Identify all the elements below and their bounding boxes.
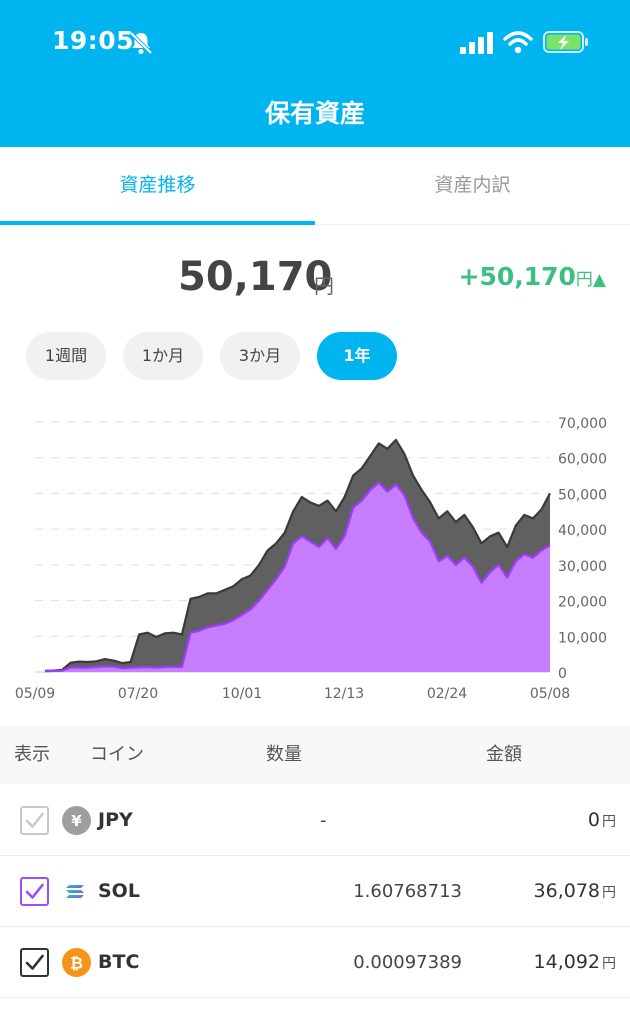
range-3-month-button[interactable]: 3か月 <box>220 332 300 380</box>
status-time: 19:05 <box>52 26 135 55</box>
btc-coin-icon: ₿ <box>62 948 91 977</box>
coin-amount-value: 36,078 <box>533 880 600 902</box>
range-1-month-button[interactable]: 1か月 <box>123 332 203 380</box>
y-tick-label: 50,000 <box>558 487 607 503</box>
total-asset-value: 50,170 <box>178 254 333 300</box>
coin-name: BTC <box>98 951 140 973</box>
svg-text:¥: ¥ <box>71 812 82 830</box>
checkmark-icon <box>25 954 44 970</box>
y-tick-label: 70,000 <box>558 416 607 432</box>
column-amount: 金額 <box>486 744 522 765</box>
column-coin: コイン <box>90 744 144 765</box>
holding-row-btc: ₿ BTC 0.00097389 14,092 円 <box>0 927 630 998</box>
tab-bar: 資産推移 資産内訳 <box>0 147 630 225</box>
x-tick-label: 10/01 <box>222 686 262 702</box>
y-tick-label: 40,000 <box>558 523 607 539</box>
coin-amount-unit: 円 <box>602 885 616 901</box>
bell-muted-icon <box>129 31 153 55</box>
active-tab-indicator <box>0 221 315 225</box>
asset-history-chart: 70,000 60,000 50,000 40,000 30,000 20,000 10,0… <box>15 416 607 702</box>
yen-coin-icon: ¥ <box>62 806 91 835</box>
coin-quantity: - <box>320 810 327 831</box>
coin-name: JPY <box>98 809 133 831</box>
coin-quantity: 1.60768713 <box>353 881 462 902</box>
y-tick-label: 20,000 <box>558 595 607 611</box>
asset-change-value: +50,170 <box>458 262 576 291</box>
svg-text:₿: ₿ <box>70 954 83 973</box>
coin-amount-unit: 円 <box>602 956 616 972</box>
y-tick-label: 0 <box>558 666 567 682</box>
battery-charging-icon <box>543 31 588 53</box>
up-arrow-icon: ▲ <box>592 270 606 290</box>
x-tick-label: 05/09 <box>15 686 55 702</box>
series-line-1 <box>44 481 551 673</box>
x-tick-label: 02/24 <box>427 686 467 702</box>
y-tick-label: 10,000 <box>558 630 607 646</box>
asset-change: +50,170円▲ <box>459 262 607 291</box>
sol-coin-icon <box>62 877 91 906</box>
range-1-week-button[interactable]: 1週間 <box>26 332 106 380</box>
sol-visibility-checkbox[interactable] <box>20 877 49 906</box>
range-1-year-button[interactable]: 1年 <box>317 332 397 380</box>
coin-amount: 36,078 円 <box>534 856 616 929</box>
tab-asset-history[interactable]: 資産推移 <box>119 174 196 196</box>
app-header: 19:05 保有資産 <box>0 0 630 147</box>
checkmark-icon <box>25 812 44 828</box>
tab-asset-breakdown[interactable]: 資産内訳 <box>434 174 511 196</box>
btc-visibility-checkbox[interactable] <box>20 948 49 977</box>
jpy-visibility-checkbox[interactable] <box>20 806 49 835</box>
y-tick-label: 60,000 <box>558 452 607 468</box>
total-asset-unit: 円 <box>314 274 334 298</box>
coin-amount-value: 14,092 <box>533 951 600 973</box>
wifi-icon <box>503 31 533 54</box>
coin-amount-unit: 円 <box>602 814 616 830</box>
column-show: 表示 <box>14 744 50 765</box>
y-tick-label: 30,000 <box>558 559 607 575</box>
asset-change-unit: 円 <box>575 270 593 290</box>
holdings-table-header: 表示 コイン 数量 金額 <box>0 726 630 784</box>
x-tick-label: 12/13 <box>324 686 364 702</box>
x-tick-label: 07/20 <box>118 686 158 702</box>
coin-quantity: 0.00097389 <box>353 952 462 973</box>
page-title: 保有資産 <box>264 99 365 128</box>
coin-name: SOL <box>98 880 140 902</box>
coin-amount-value: 0 <box>587 809 600 831</box>
series-line-0 <box>44 438 551 672</box>
coin-amount: 14,092 円 <box>534 927 616 1000</box>
series-area-1 <box>45 482 550 672</box>
cellular-signal-icon <box>460 32 493 54</box>
x-tick-label: 05/08 <box>530 686 570 702</box>
holding-row-sol: SOL 1.60768713 36,078 円 <box>0 856 630 927</box>
column-quantity: 数量 <box>266 744 302 765</box>
checkmark-icon <box>25 883 44 899</box>
